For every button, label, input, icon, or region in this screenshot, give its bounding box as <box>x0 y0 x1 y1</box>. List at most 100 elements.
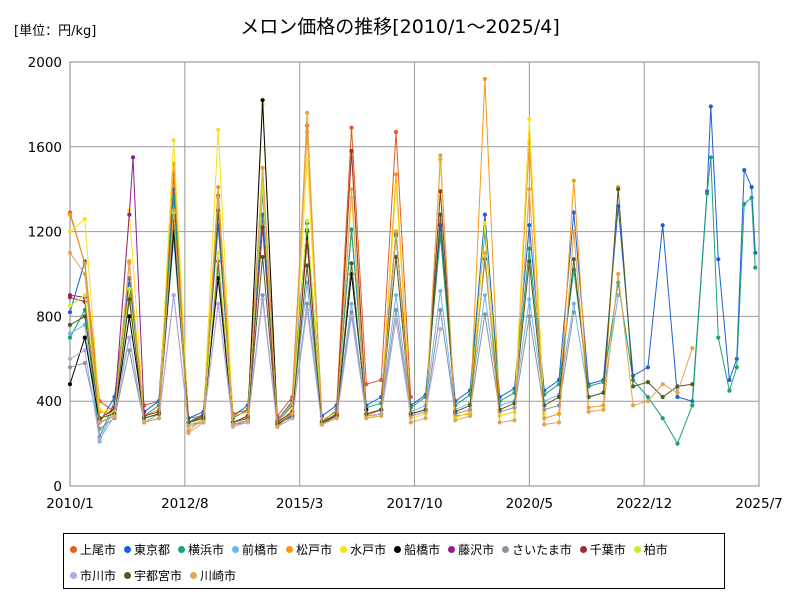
data-point <box>349 125 354 130</box>
data-point <box>349 301 354 306</box>
data-point <box>112 413 117 419</box>
data-point <box>556 411 562 416</box>
data-point <box>482 221 487 226</box>
legend-marker-icon <box>579 545 587 553</box>
data-point <box>171 218 176 224</box>
data-point <box>82 335 87 340</box>
data-point <box>393 318 399 323</box>
x-tick-label: 2022/12 <box>616 496 672 512</box>
data-point <box>349 187 354 192</box>
data-point <box>408 411 413 416</box>
data-point <box>142 420 147 425</box>
data-point <box>482 229 487 234</box>
data-point <box>734 365 739 370</box>
data-point <box>645 380 651 385</box>
legend-label: 川崎市 <box>200 568 237 583</box>
data-point <box>130 155 136 160</box>
legend-row: 上尾市 東京都 横浜市 前橋市 松戸市 水戸市 船橋市 藤沢市 さいたま市 千葉市 柏市 <box>64 538 724 560</box>
data-point <box>393 229 399 234</box>
data-point <box>527 187 532 192</box>
data-point <box>708 104 713 109</box>
data-point <box>97 420 102 425</box>
data-point <box>305 301 310 306</box>
data-point <box>127 293 132 298</box>
data-point <box>542 422 547 427</box>
series-layer <box>67 76 758 446</box>
legend-item: 船橋市 <box>394 541 440 558</box>
data-point <box>67 331 73 336</box>
data-point <box>364 416 369 421</box>
legend: 上尾市 東京都 横浜市 前橋市 松戸市 水戸市 船橋市 藤沢市 さいたま市 千葉市 柏市 市川市 宇都… <box>63 533 725 589</box>
legend-label: 水戸市 <box>350 542 387 557</box>
legend-label: 千葉市 <box>589 542 626 557</box>
data-point <box>393 172 399 177</box>
data-point <box>67 310 73 315</box>
legend-label: 松戸市 <box>296 542 333 557</box>
data-point <box>660 223 665 228</box>
data-point <box>675 384 680 389</box>
data-point <box>571 229 576 234</box>
legend-item: 宇都宮市 <box>124 567 182 584</box>
y-tick-label: 2000 <box>28 55 62 71</box>
legend-marker-icon <box>70 545 77 553</box>
legend-marker-icon <box>124 545 132 553</box>
data-point <box>631 403 636 408</box>
legend-label: 前橋市 <box>242 542 279 557</box>
legend-item: 前橋市 <box>232 541 278 558</box>
data-point <box>216 259 221 264</box>
data-point <box>482 312 487 317</box>
data-point <box>305 157 310 162</box>
data-point <box>527 259 532 264</box>
legend-marker-icon <box>70 571 77 579</box>
legend-marker-icon <box>340 545 348 553</box>
legend-label: 上尾市 <box>80 542 117 557</box>
data-point <box>349 310 354 315</box>
data-point <box>408 420 413 425</box>
data-point <box>753 265 758 270</box>
legend-item: 藤沢市 <box>448 541 494 558</box>
legend-item: 市川市 <box>70 567 116 584</box>
y-tick-label: 1600 <box>28 140 62 156</box>
data-point <box>742 201 747 207</box>
legend-item: 上尾市 <box>70 541 116 558</box>
data-point <box>127 261 132 266</box>
data-point <box>127 212 132 217</box>
data-point <box>127 314 132 319</box>
data-point <box>67 295 73 300</box>
data-point <box>675 441 680 446</box>
data-point <box>631 384 636 389</box>
data-point <box>727 388 732 393</box>
data-point <box>334 416 339 421</box>
data-point <box>260 297 265 302</box>
data-point <box>305 218 310 224</box>
data-point <box>319 422 324 427</box>
legend-row: 市川市 宇都宮市 川崎市 <box>64 564 724 586</box>
legend-item: 東京都 <box>124 541 170 558</box>
data-point <box>127 348 132 353</box>
data-point <box>571 210 576 215</box>
data-point <box>290 416 295 421</box>
data-point <box>127 335 132 340</box>
legend-item: 横浜市 <box>178 541 224 558</box>
data-point <box>542 411 547 416</box>
x-tick-label: 2025/7 <box>735 496 783 512</box>
data-point <box>305 307 310 313</box>
data-point <box>586 409 591 414</box>
data-point <box>349 227 354 232</box>
data-point <box>749 185 754 190</box>
data-point <box>349 261 354 266</box>
x-tick-label: 2017/10 <box>386 496 442 512</box>
data-point <box>645 394 651 400</box>
data-point <box>364 382 369 387</box>
data-point <box>616 271 621 277</box>
data-point <box>379 413 384 419</box>
data-point <box>127 297 132 302</box>
data-point <box>660 416 665 421</box>
data-point <box>527 314 532 319</box>
data-point <box>571 178 576 183</box>
data-point <box>571 257 576 262</box>
data-point <box>349 314 354 319</box>
data-point <box>97 437 102 442</box>
legend-marker-icon <box>286 545 294 553</box>
